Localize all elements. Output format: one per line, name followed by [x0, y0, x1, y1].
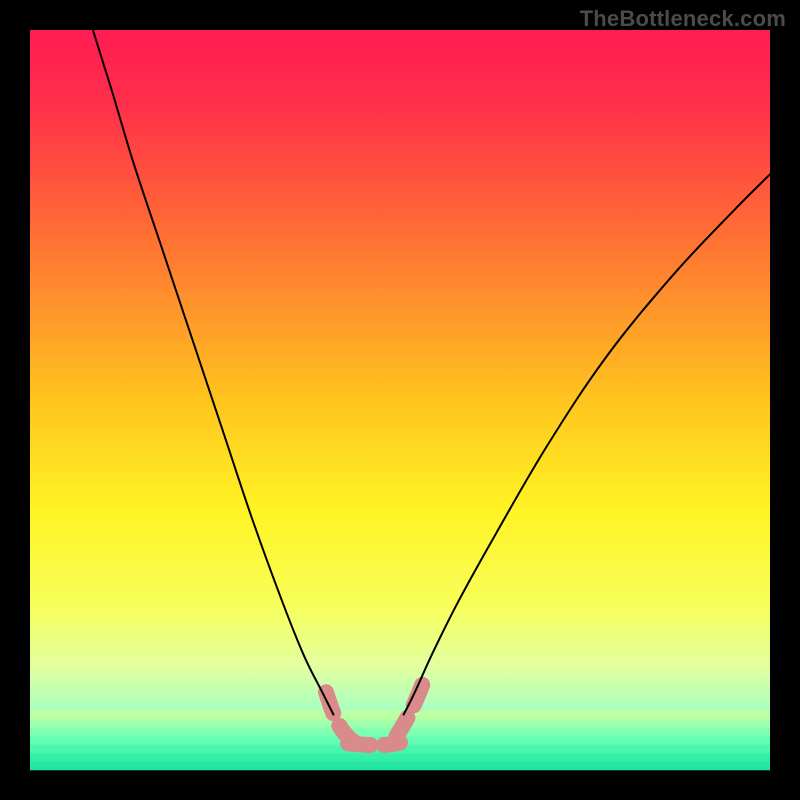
watermark-label: TheBottleneck.com — [580, 6, 786, 32]
bottleneck-chart — [0, 0, 800, 800]
chart-frame: TheBottleneck.com — [0, 0, 800, 800]
gradient-background — [30, 30, 770, 770]
